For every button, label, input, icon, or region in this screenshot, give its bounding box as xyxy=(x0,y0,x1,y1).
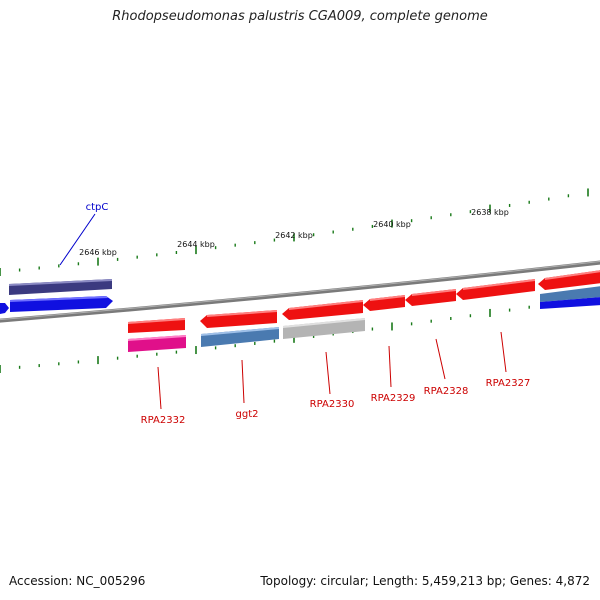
ruler-label-2638: 2638 kbp xyxy=(471,208,509,217)
gene-rpa2332[interactable] xyxy=(128,318,185,333)
leader-ctpC xyxy=(59,213,96,266)
gene-ggt2[interactable] xyxy=(200,310,277,328)
leader-rpa2327 xyxy=(500,331,507,373)
leader-rpa2329 xyxy=(388,345,392,388)
gene-label-rpa2327[interactable]: RPA2327 xyxy=(486,378,531,389)
gene-label-rpa2328[interactable]: RPA2328 xyxy=(424,386,469,397)
outer-tick-row xyxy=(0,188,589,276)
gene-label-ctpC[interactable]: ctpC xyxy=(86,202,109,213)
gene-label-rpa2332[interactable]: RPA2332 xyxy=(141,415,186,426)
gene-ctpC[interactable] xyxy=(9,279,112,295)
gene-reverse-red-right[interactable] xyxy=(538,270,600,290)
ruler-label-2646: 2646 kbp xyxy=(79,248,117,257)
map-title: Rhodopseudomonas palustris CGA009, compl… xyxy=(112,9,488,24)
leader-rpa2332 xyxy=(157,366,162,410)
leader-rpa2328 xyxy=(435,338,446,380)
genome-summary-text: Topology: circular; Length: 5,459,213 bp… xyxy=(260,574,590,588)
gene-forward-edge-left[interactable] xyxy=(0,303,9,314)
accession-text: Accession: NC_005296 xyxy=(9,574,146,588)
genome-backbone-highlight xyxy=(0,261,600,321)
gene-rpa2330[interactable] xyxy=(282,300,363,320)
leader-rpa2330 xyxy=(325,351,331,395)
genome-backbone xyxy=(0,260,600,323)
leader-ggt2 xyxy=(241,359,245,404)
gene-rpa2329[interactable] xyxy=(363,295,405,311)
ruler-label-2642: 2642 kbp xyxy=(275,231,313,240)
gene-rpa2328[interactable] xyxy=(405,289,456,306)
ruler-label-2640: 2640 kbp xyxy=(373,220,411,229)
ruler-label-2644: 2644 kbp xyxy=(177,240,215,249)
gene-ggt2-partner[interactable] xyxy=(201,327,279,347)
gene-label-ggt2[interactable]: ggt2 xyxy=(236,409,259,420)
gene-rpa2330-partner[interactable] xyxy=(283,318,365,339)
gene-label-rpa2330[interactable]: RPA2330 xyxy=(310,399,355,410)
gene-rpa2327[interactable] xyxy=(456,279,535,300)
gene-label-rpa2329[interactable]: RPA2329 xyxy=(371,393,416,404)
gene-forward-steel-right[interactable] xyxy=(540,286,600,309)
gene-rpa2332-partner[interactable] xyxy=(128,335,186,352)
gene-forward-blue-left[interactable] xyxy=(10,296,113,312)
